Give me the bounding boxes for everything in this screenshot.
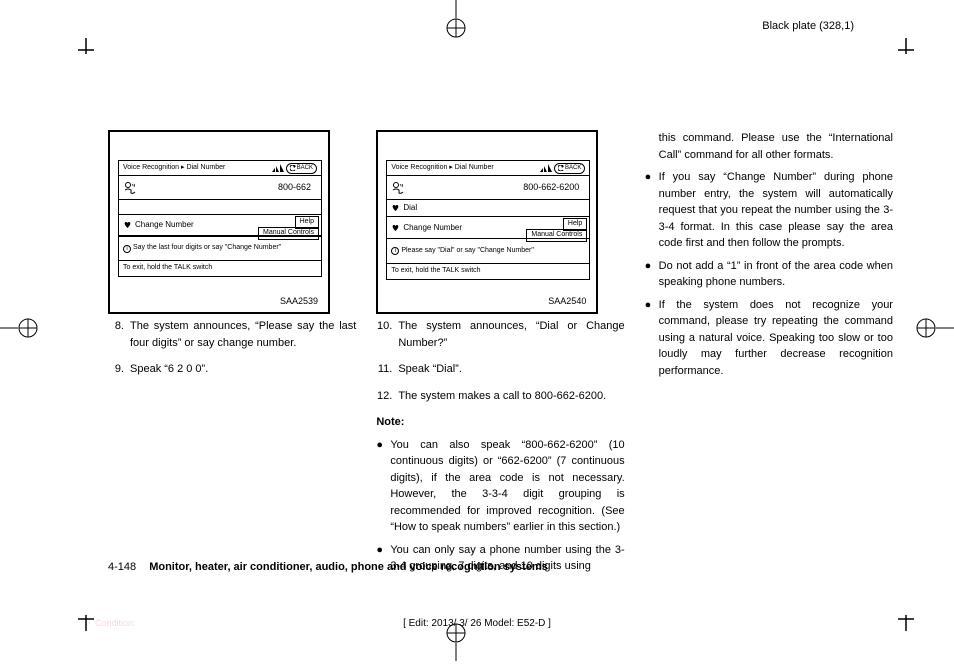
step-10-num: 10. <box>376 318 398 351</box>
change-number-label: Change Number <box>135 219 194 231</box>
section-title: Monitor, heater, air conditioner, audio,… <box>149 561 548 573</box>
heart-icon <box>391 224 400 232</box>
column-1: Voice Recognition ▸ Dial Number BACK 800… <box>108 130 356 581</box>
dial-label: Dial <box>403 202 417 214</box>
info-icon: i <box>123 245 131 253</box>
column-3: this command. Please use the “Internatio… <box>645 130 893 581</box>
speak-icon <box>391 181 407 195</box>
exit-text-2: To exit, hold the TALK switch <box>387 263 589 279</box>
step-9-text: Speak “6 2 0 0”. <box>130 361 356 378</box>
crop-mark-top <box>446 0 466 40</box>
note-bullet-5: If the system does not recognize your co… <box>659 297 893 380</box>
step-11-num: 11. <box>376 361 398 378</box>
step-8-text: The system announces, “Please say the la… <box>130 318 356 351</box>
signal-icon <box>540 164 552 172</box>
page-footer: 4-148 Monitor, heater, air conditioner, … <box>108 561 548 573</box>
breadcrumb-2: Voice Recognition ▸ Dial Number <box>391 163 493 174</box>
screenshot-1: Voice Recognition ▸ Dial Number BACK 800… <box>108 130 330 314</box>
step-9-num: 9. <box>108 361 130 378</box>
back-button: BACK <box>554 163 585 174</box>
column-2: Voice Recognition ▸ Dial Number BACK 800… <box>376 130 624 581</box>
change-number-label-2: Change Number <box>403 222 462 234</box>
breadcrumb-1: Voice Recognition ▸ Dial Number <box>123 163 225 174</box>
corner-mark-tl <box>78 38 94 59</box>
crop-mark-right <box>914 318 954 338</box>
heart-icon <box>391 204 400 212</box>
page-number: 4-148 <box>108 561 136 573</box>
bullet-icon: ● <box>645 258 659 291</box>
note-bullet-1: You can also speak “800-662-6200” (10 co… <box>390 437 624 536</box>
back-button: BACK <box>286 163 317 174</box>
signal-icon <box>272 164 284 172</box>
step-10-text: The system announces, “Dial or Change Nu… <box>398 318 624 351</box>
phone-number-2: 800-662-6200 <box>407 181 585 195</box>
info-text-1: Say the last four digits or say "Change … <box>133 243 281 254</box>
step-11-text: Speak “Dial”. <box>398 361 624 378</box>
exit-text-1: To exit, hold the TALK switch <box>119 260 321 276</box>
page-body: Voice Recognition ▸ Dial Number BACK 800… <box>108 130 893 581</box>
bullet-icon: ● <box>645 169 659 252</box>
step-12-text: The system makes a call to 800-662-6200. <box>398 388 624 405</box>
step-8-num: 8. <box>108 318 130 351</box>
edit-date-line: [ Edit: 2013/ 3/ 26 Model: E52-D ] <box>0 618 954 629</box>
info-icon: i <box>391 247 399 255</box>
note-bullet-2-cont: this command. Please use the “Internatio… <box>645 130 893 163</box>
info-text-2: Please say "Dial" or say "Change Number" <box>401 246 534 257</box>
phone-number-1: 800-662 <box>139 181 317 195</box>
image-id-2: SAA2540 <box>548 295 586 309</box>
image-id-1: SAA2539 <box>280 295 318 309</box>
black-plate-label: Black plate (328,1) <box>762 20 854 32</box>
note-header: Note: <box>376 414 624 431</box>
screenshot-2: Voice Recognition ▸ Dial Number BACK 800… <box>376 130 598 314</box>
step-12-num: 12. <box>376 388 398 405</box>
crop-mark-left <box>0 318 40 338</box>
note-bullet-3: If you say “Change Number” during phone … <box>659 169 893 252</box>
note-bullet-4: Do not add a “1” in front of the area co… <box>659 258 893 291</box>
heart-icon <box>123 221 132 229</box>
corner-mark-tr <box>898 38 914 59</box>
bullet-icon: ● <box>376 437 390 536</box>
bullet-icon: ● <box>645 297 659 380</box>
speak-icon <box>123 181 139 195</box>
